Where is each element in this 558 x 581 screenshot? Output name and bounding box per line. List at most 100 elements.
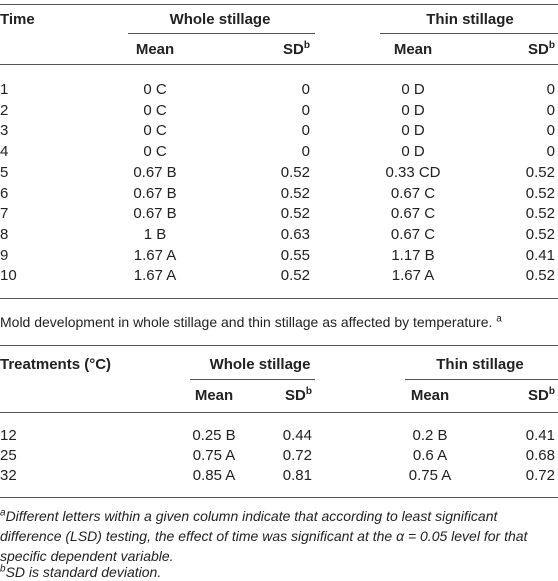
- cell: 0.2 B: [412, 427, 448, 444]
- row-header: Treatments (°C): [0, 356, 112, 373]
- cell: 0 C: [143, 122, 167, 140]
- cell: 4: [0, 143, 9, 161]
- sd-header: SDb: [285, 387, 312, 405]
- cell: 0.25 B: [192, 427, 236, 444]
- cell: 0.41: [525, 427, 555, 444]
- cell: 0: [301, 122, 310, 140]
- cell: 0.52: [280, 163, 310, 181]
- cell: 0.63: [280, 225, 310, 243]
- footnote-mark: b: [0, 563, 6, 575]
- footnote-text: Different letters within a given column …: [0, 508, 528, 564]
- cell: 0 D: [401, 143, 425, 161]
- cell: 0: [301, 81, 310, 98]
- cell: 0.52: [525, 267, 555, 285]
- sd-label: SD: [528, 41, 549, 58]
- group-header: Thin stillage: [436, 356, 524, 373]
- cell: 0 D: [401, 122, 425, 140]
- mean-header: Mean: [393, 41, 433, 58]
- cell: 25: [0, 447, 17, 464]
- caption-note: a: [496, 313, 502, 325]
- cell: 0: [546, 101, 555, 119]
- sd-note: b: [548, 40, 555, 51]
- cell: 0: [301, 143, 310, 161]
- cell: 0.55: [280, 246, 310, 264]
- cell: 6: [0, 184, 9, 202]
- cell: 1.17 B: [391, 246, 435, 264]
- cell: 5: [0, 163, 9, 181]
- cell: 0.52: [280, 205, 310, 223]
- cell: 0: [301, 101, 310, 119]
- cell: 0 C: [143, 143, 167, 161]
- footnote-mark: a: [0, 507, 6, 519]
- cell: 12: [0, 427, 17, 444]
- mean-header: Mean: [135, 41, 175, 58]
- cell: 8: [0, 225, 9, 243]
- group-header: Whole stillage: [209, 356, 311, 373]
- cell: 0: [546, 81, 555, 98]
- cell: 0.72: [525, 467, 555, 484]
- footnote-text: SD is standard deviation.: [5, 564, 162, 580]
- sd-note: b: [305, 386, 312, 397]
- cell: 2: [0, 101, 9, 119]
- cell: 0.85 A: [192, 467, 236, 484]
- cell: 1 B: [143, 225, 167, 243]
- cell: 9: [0, 246, 9, 264]
- sd-header: SDb: [528, 387, 555, 405]
- rule: [380, 33, 558, 34]
- group-header: Thin stillage: [426, 11, 514, 28]
- cell: 0.33 CD: [385, 163, 441, 181]
- cell: 0.67 C: [390, 205, 436, 223]
- cell: 1.67 A: [133, 267, 177, 285]
- sd-header: SDb: [283, 41, 310, 59]
- cell: 0.67 B: [133, 163, 177, 181]
- cell: 0 D: [401, 101, 425, 119]
- cell: 1.67 A: [133, 246, 177, 264]
- group-header: Whole stillage: [169, 11, 271, 28]
- cell: 10: [0, 267, 17, 285]
- cell: 0.52: [525, 225, 555, 243]
- caption: Mold development in whole stillage and t…: [0, 313, 502, 331]
- cell: 0.68: [525, 447, 555, 464]
- cell: 7: [0, 205, 9, 223]
- rule: [0, 298, 558, 299]
- cell: 0.52: [525, 184, 555, 202]
- cell: 0.75 A: [192, 447, 236, 464]
- cell: 0.44: [282, 427, 312, 444]
- cell: 0.41: [525, 246, 555, 264]
- sd-label: SD: [528, 387, 549, 404]
- rule: [128, 33, 315, 34]
- cell: 3: [0, 122, 9, 140]
- cell: 0: [546, 122, 555, 140]
- cell: 0 D: [401, 81, 425, 98]
- cell: 0.81: [282, 467, 312, 484]
- cell: 0: [546, 143, 555, 161]
- cell: 0.67 B: [133, 184, 177, 202]
- cell: 0.67 C: [390, 225, 436, 243]
- cell: 0.52: [525, 205, 555, 223]
- mean-header: Mean: [410, 387, 450, 404]
- cell: 1: [0, 81, 9, 98]
- rule: [190, 379, 315, 380]
- cell: 0 C: [143, 81, 167, 98]
- sd-label: SD: [285, 387, 306, 404]
- cell: 1.67 A: [391, 267, 435, 285]
- cell: 0.52: [280, 267, 310, 285]
- cell: 0.6 A: [412, 447, 448, 464]
- cell: 0.52: [525, 163, 555, 181]
- footnote: bSD is standard deviation.: [0, 562, 550, 581]
- cell: 0.72: [282, 447, 312, 464]
- rule: [405, 379, 558, 380]
- row-header: Time: [0, 11, 35, 28]
- cell: 32: [0, 467, 17, 484]
- sd-header: SDb: [528, 41, 555, 59]
- cell: 0.67 C: [390, 184, 436, 202]
- cell: 0.75 A: [408, 467, 452, 484]
- rule: [0, 345, 558, 346]
- footnote: aDifferent letters within a given column…: [0, 506, 550, 566]
- cell: 0 C: [143, 101, 167, 119]
- rule: [0, 412, 558, 413]
- sd-note: b: [548, 386, 555, 397]
- cell: 0.67 B: [133, 205, 177, 223]
- caption-text: Mold development in whole stillage and t…: [0, 314, 493, 330]
